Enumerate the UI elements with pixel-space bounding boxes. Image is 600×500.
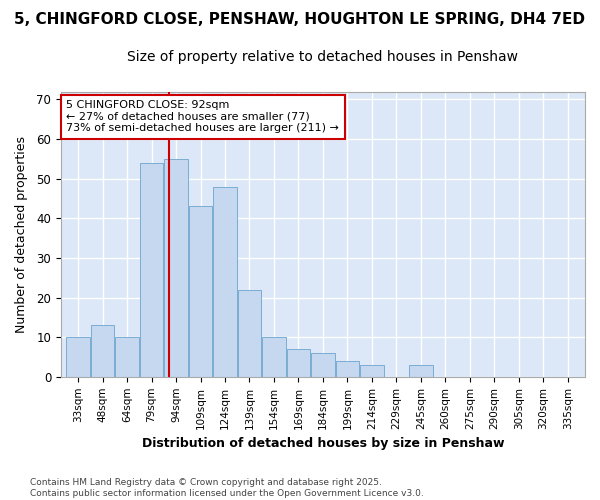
Bar [238, 290, 261, 377]
Bar [214, 186, 236, 377]
Bar [91, 326, 114, 377]
Text: 5, CHINGFORD CLOSE, PENSHAW, HOUGHTON LE SPRING, DH4 7ED: 5, CHINGFORD CLOSE, PENSHAW, HOUGHTON LE… [14, 12, 586, 28]
Bar [336, 361, 359, 377]
Y-axis label: Number of detached properties: Number of detached properties [15, 136, 28, 332]
Bar [67, 337, 90, 377]
Bar [361, 365, 383, 377]
Bar [164, 159, 188, 377]
Bar [262, 337, 286, 377]
Bar [409, 365, 433, 377]
Bar [140, 163, 163, 377]
Bar [115, 337, 139, 377]
Title: Size of property relative to detached houses in Penshaw: Size of property relative to detached ho… [127, 50, 518, 64]
Bar [189, 206, 212, 377]
Bar [311, 353, 335, 377]
Bar [287, 349, 310, 377]
Text: Contains HM Land Registry data © Crown copyright and database right 2025.
Contai: Contains HM Land Registry data © Crown c… [30, 478, 424, 498]
Text: 5 CHINGFORD CLOSE: 92sqm
← 27% of detached houses are smaller (77)
73% of semi-d: 5 CHINGFORD CLOSE: 92sqm ← 27% of detach… [66, 100, 339, 134]
X-axis label: Distribution of detached houses by size in Penshaw: Distribution of detached houses by size … [142, 437, 504, 450]
